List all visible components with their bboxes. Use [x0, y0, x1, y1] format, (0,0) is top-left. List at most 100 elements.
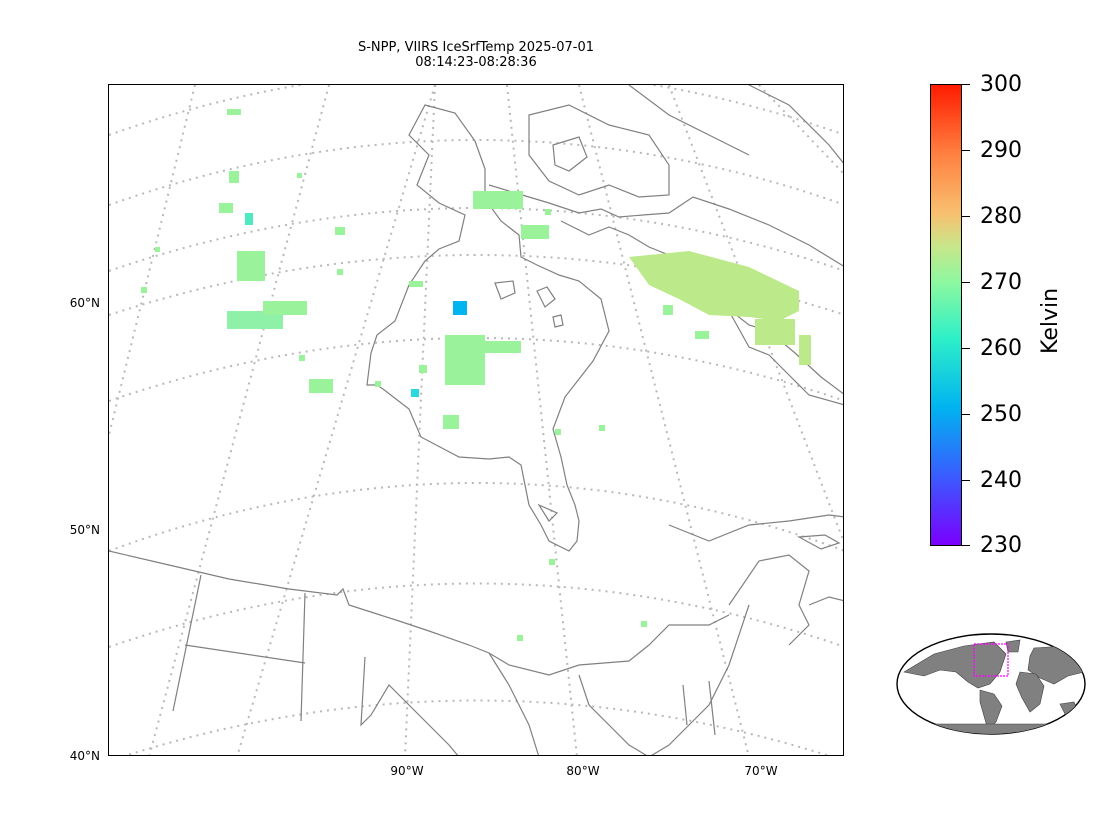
- state-line-3: [184, 644, 306, 664]
- newfoundland-edge: [808, 596, 843, 606]
- lat-line-45: [109, 582, 843, 648]
- colorbar-label-270: 270: [980, 270, 1022, 295]
- lat-line-50: [109, 482, 843, 552]
- colorbar-tick: [962, 282, 970, 283]
- lat-label-40: 40°N: [69, 749, 100, 763]
- island-coast: [628, 85, 750, 156]
- lat-line-40: [124, 699, 830, 755]
- region-box: [973, 643, 1009, 677]
- greenland: [1005, 639, 1021, 653]
- map-panel[interactable]: [108, 84, 844, 756]
- lon-line-100: [236, 85, 436, 755]
- map-canvas: [109, 85, 843, 755]
- colorbar-tick: [962, 150, 970, 151]
- james-bay-island: [537, 503, 559, 522]
- data-pixel: [419, 365, 427, 373]
- lon-label-70w: 70°W: [744, 764, 778, 778]
- colorbar-tick: [962, 545, 970, 546]
- data-pixel: [219, 203, 233, 213]
- labrador-coast: [728, 310, 843, 406]
- data-pixel: [599, 425, 605, 431]
- greenland-coast: [748, 85, 843, 164]
- data-pixel: [445, 335, 485, 385]
- baffin-island: [528, 104, 670, 198]
- graticule: [109, 85, 843, 755]
- lon-line-80: [506, 85, 578, 755]
- colorbar-tick: [962, 84, 970, 85]
- data-pixel: [641, 621, 647, 627]
- state-line-5: [708, 680, 716, 736]
- colorbar-label-290: 290: [980, 138, 1022, 163]
- data-pixel: [555, 429, 561, 435]
- data-pixel: [337, 269, 343, 275]
- data-pixel: [695, 331, 709, 339]
- data-pixel: [299, 355, 305, 361]
- data-pixel: [663, 305, 673, 315]
- lon-label-90w: 90°W: [390, 764, 424, 778]
- colorbar-label-260: 260: [980, 336, 1022, 361]
- state-line-1: [172, 574, 202, 712]
- state-line-2: [300, 592, 306, 722]
- data-pixel: [521, 225, 549, 239]
- lon-line-110: [148, 85, 330, 755]
- africa: [1015, 671, 1045, 713]
- colorbar: [930, 84, 962, 546]
- data-pixel: [485, 341, 521, 353]
- data-pixel: [545, 209, 551, 215]
- data-pixel: [799, 335, 811, 365]
- data-pixel: [309, 379, 333, 393]
- data-pixel: [375, 381, 381, 387]
- lon-line-120: [109, 85, 196, 436]
- colorbar-tick: [962, 414, 970, 415]
- state-line-4: [682, 684, 688, 726]
- map-title: S-NPP, VIIRS IceSrfTemp 2025-07-01 08:14…: [300, 40, 652, 70]
- great-lakes-outline: [360, 656, 459, 755]
- colorbar-label-230: 230: [980, 533, 1022, 558]
- lon-label-80w: 80°W: [566, 764, 600, 778]
- data-pixel: [549, 559, 555, 565]
- data-pixel: [443, 415, 459, 429]
- baffin-coast: [488, 184, 843, 267]
- data-pixel: [297, 173, 302, 178]
- hudson-bay-coast: [366, 104, 610, 552]
- data-pixel: [335, 227, 345, 235]
- lat-line-70: [109, 85, 843, 136]
- title-line-1: S-NPP, VIIRS IceSrfTemp 2025-07-01: [357, 40, 595, 55]
- lat-label-60: 60°N: [69, 296, 100, 310]
- island-2: [536, 286, 556, 308]
- lon-line-90: [404, 85, 436, 755]
- data-pixel: [755, 319, 795, 345]
- north-shore: [668, 514, 843, 542]
- data-pixel: [227, 109, 241, 115]
- data-pixel: [227, 311, 283, 329]
- coastlines: [109, 85, 843, 755]
- data-pixel: [409, 281, 423, 287]
- colorbar-tick: [962, 480, 970, 481]
- globe-inset-map: [896, 633, 1086, 735]
- data-pixel: [473, 191, 523, 209]
- lat-label-50: 50°N: [69, 523, 100, 537]
- ohio-line: [578, 674, 647, 755]
- data-pixel: [237, 251, 265, 281]
- data-pixel: [245, 213, 253, 225]
- data-pixel: [517, 635, 523, 641]
- gaspe-maritimes: [728, 554, 810, 646]
- colorbar-tick: [962, 216, 970, 217]
- title-line-2: 08:14:23-08:28:36: [415, 55, 537, 70]
- data-pixel: [263, 301, 307, 315]
- data-pixels: [141, 109, 811, 641]
- bay-outline: [552, 136, 588, 172]
- lat-line-65: [109, 207, 843, 272]
- data-pixel: [453, 301, 467, 315]
- data-pixel: [229, 171, 239, 183]
- data-pixel: [155, 247, 160, 252]
- data-pixel: [411, 389, 419, 397]
- colorbar-label-280: 280: [980, 204, 1022, 229]
- anticosti: [796, 534, 841, 550]
- atlantic-coast: [651, 604, 750, 755]
- lon-line-70: [578, 85, 750, 755]
- island-1: [494, 280, 516, 300]
- colorbar-label-250: 250: [980, 402, 1022, 427]
- island-3: [552, 314, 564, 328]
- colorbar-tick: [962, 348, 970, 349]
